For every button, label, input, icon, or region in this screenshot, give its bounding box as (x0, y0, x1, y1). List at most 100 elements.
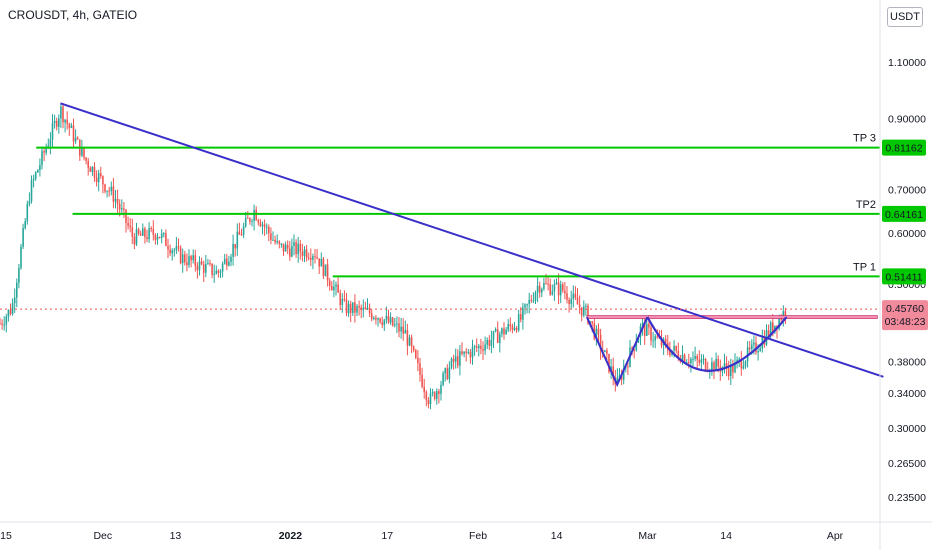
candle-body (784, 311, 787, 317)
candle-body (562, 284, 564, 291)
currency-button[interactable]: USDT (887, 7, 923, 27)
candle-body (429, 393, 432, 405)
candle-body (289, 248, 291, 257)
candle-body (627, 366, 629, 368)
candle-body (150, 228, 152, 230)
candle-body (486, 339, 488, 345)
candle-body (223, 258, 226, 264)
candle-body (641, 322, 644, 326)
time-tick-label: 14 (720, 530, 732, 542)
candle-body (347, 303, 350, 314)
candle-body (270, 233, 272, 240)
candle-body (114, 198, 117, 202)
candle-body (494, 329, 497, 332)
price-tick-label: 0.70000 (888, 184, 926, 196)
candle-body (438, 391, 440, 394)
candle-body (87, 160, 89, 168)
candle-body (26, 204, 29, 222)
candle-body (620, 375, 623, 380)
candle-body (45, 147, 47, 153)
time-tick-label: 17 (381, 530, 393, 542)
candle-body (154, 234, 157, 240)
candle-body (656, 336, 659, 338)
candle-body (394, 324, 396, 326)
candle-body (415, 350, 417, 358)
candle-body (232, 243, 234, 257)
candle-body (230, 256, 232, 262)
candle-body (509, 324, 512, 327)
candle-body (3, 324, 5, 326)
candle-body (503, 328, 505, 335)
tp-price-tag-label: 0.81162 (885, 143, 922, 155)
candle-body (64, 119, 66, 123)
candle-body (698, 359, 701, 363)
candle-body (209, 263, 211, 265)
candle-body (690, 358, 692, 364)
candle-body (30, 179, 33, 202)
candle-body (530, 299, 533, 301)
candle-body (349, 303, 352, 313)
candle-body (95, 177, 98, 183)
candle-body (677, 350, 680, 359)
candle-body (406, 330, 409, 346)
candle-body (177, 246, 180, 248)
candle-body (333, 286, 335, 291)
candle-body (696, 356, 698, 360)
candle-body (68, 123, 71, 128)
candle-body (362, 307, 365, 311)
candle-body (314, 256, 316, 258)
tp-level-label: TP 3 (853, 133, 876, 145)
candle-body (85, 157, 87, 161)
candle-body (501, 328, 503, 335)
candle-body (247, 217, 249, 219)
candle-body (278, 241, 281, 244)
candle-body (402, 326, 404, 334)
candle-body (83, 148, 85, 158)
candle-body (144, 228, 146, 238)
handle-v (585, 316, 649, 388)
candle-body (152, 228, 155, 235)
candle-body (515, 327, 518, 331)
candle-body (452, 358, 455, 362)
time-tick-label: Feb (469, 530, 487, 542)
candle-body (646, 323, 648, 336)
candle-body (22, 228, 24, 247)
candle-body (32, 178, 35, 180)
candle-body (723, 363, 726, 368)
candle-body (608, 353, 610, 372)
candle-body (669, 350, 671, 356)
chart-title: CROUSDT, 4h, GATEIO (8, 8, 138, 22)
plot-area[interactable]: TP 3 TP2 TP 1 (0, 102, 884, 410)
candle-body (389, 317, 392, 323)
candle-body (131, 227, 134, 237)
candle-body (387, 315, 390, 323)
candle-body (742, 366, 745, 369)
time-tick-label: 15 (0, 530, 12, 542)
candle-body (194, 255, 197, 266)
candle-body (538, 285, 541, 293)
time-axis[interactable]: 15 Dec 13 2022 17 Feb 14 Mar 14 Apr (0, 521, 932, 542)
candle-body (423, 386, 425, 393)
candle-body (461, 351, 463, 354)
candle-body (675, 346, 677, 351)
candle-body (442, 373, 444, 385)
candle-body (631, 347, 633, 350)
candle-body (93, 166, 96, 178)
candle-body (654, 336, 656, 341)
candle-body (490, 339, 493, 346)
candle-body (744, 361, 747, 367)
candle-body (759, 348, 761, 352)
candle-body (463, 351, 465, 354)
candle-body (673, 346, 675, 351)
candle-body (207, 263, 209, 265)
candle-body (148, 228, 150, 240)
candle-body (282, 243, 285, 252)
candle-body (612, 366, 614, 378)
candle-body (116, 198, 119, 205)
candle-body (81, 148, 83, 156)
candle-body (135, 229, 138, 245)
candle-body (740, 358, 743, 369)
candle-body (352, 302, 354, 313)
candle-body (417, 357, 419, 364)
